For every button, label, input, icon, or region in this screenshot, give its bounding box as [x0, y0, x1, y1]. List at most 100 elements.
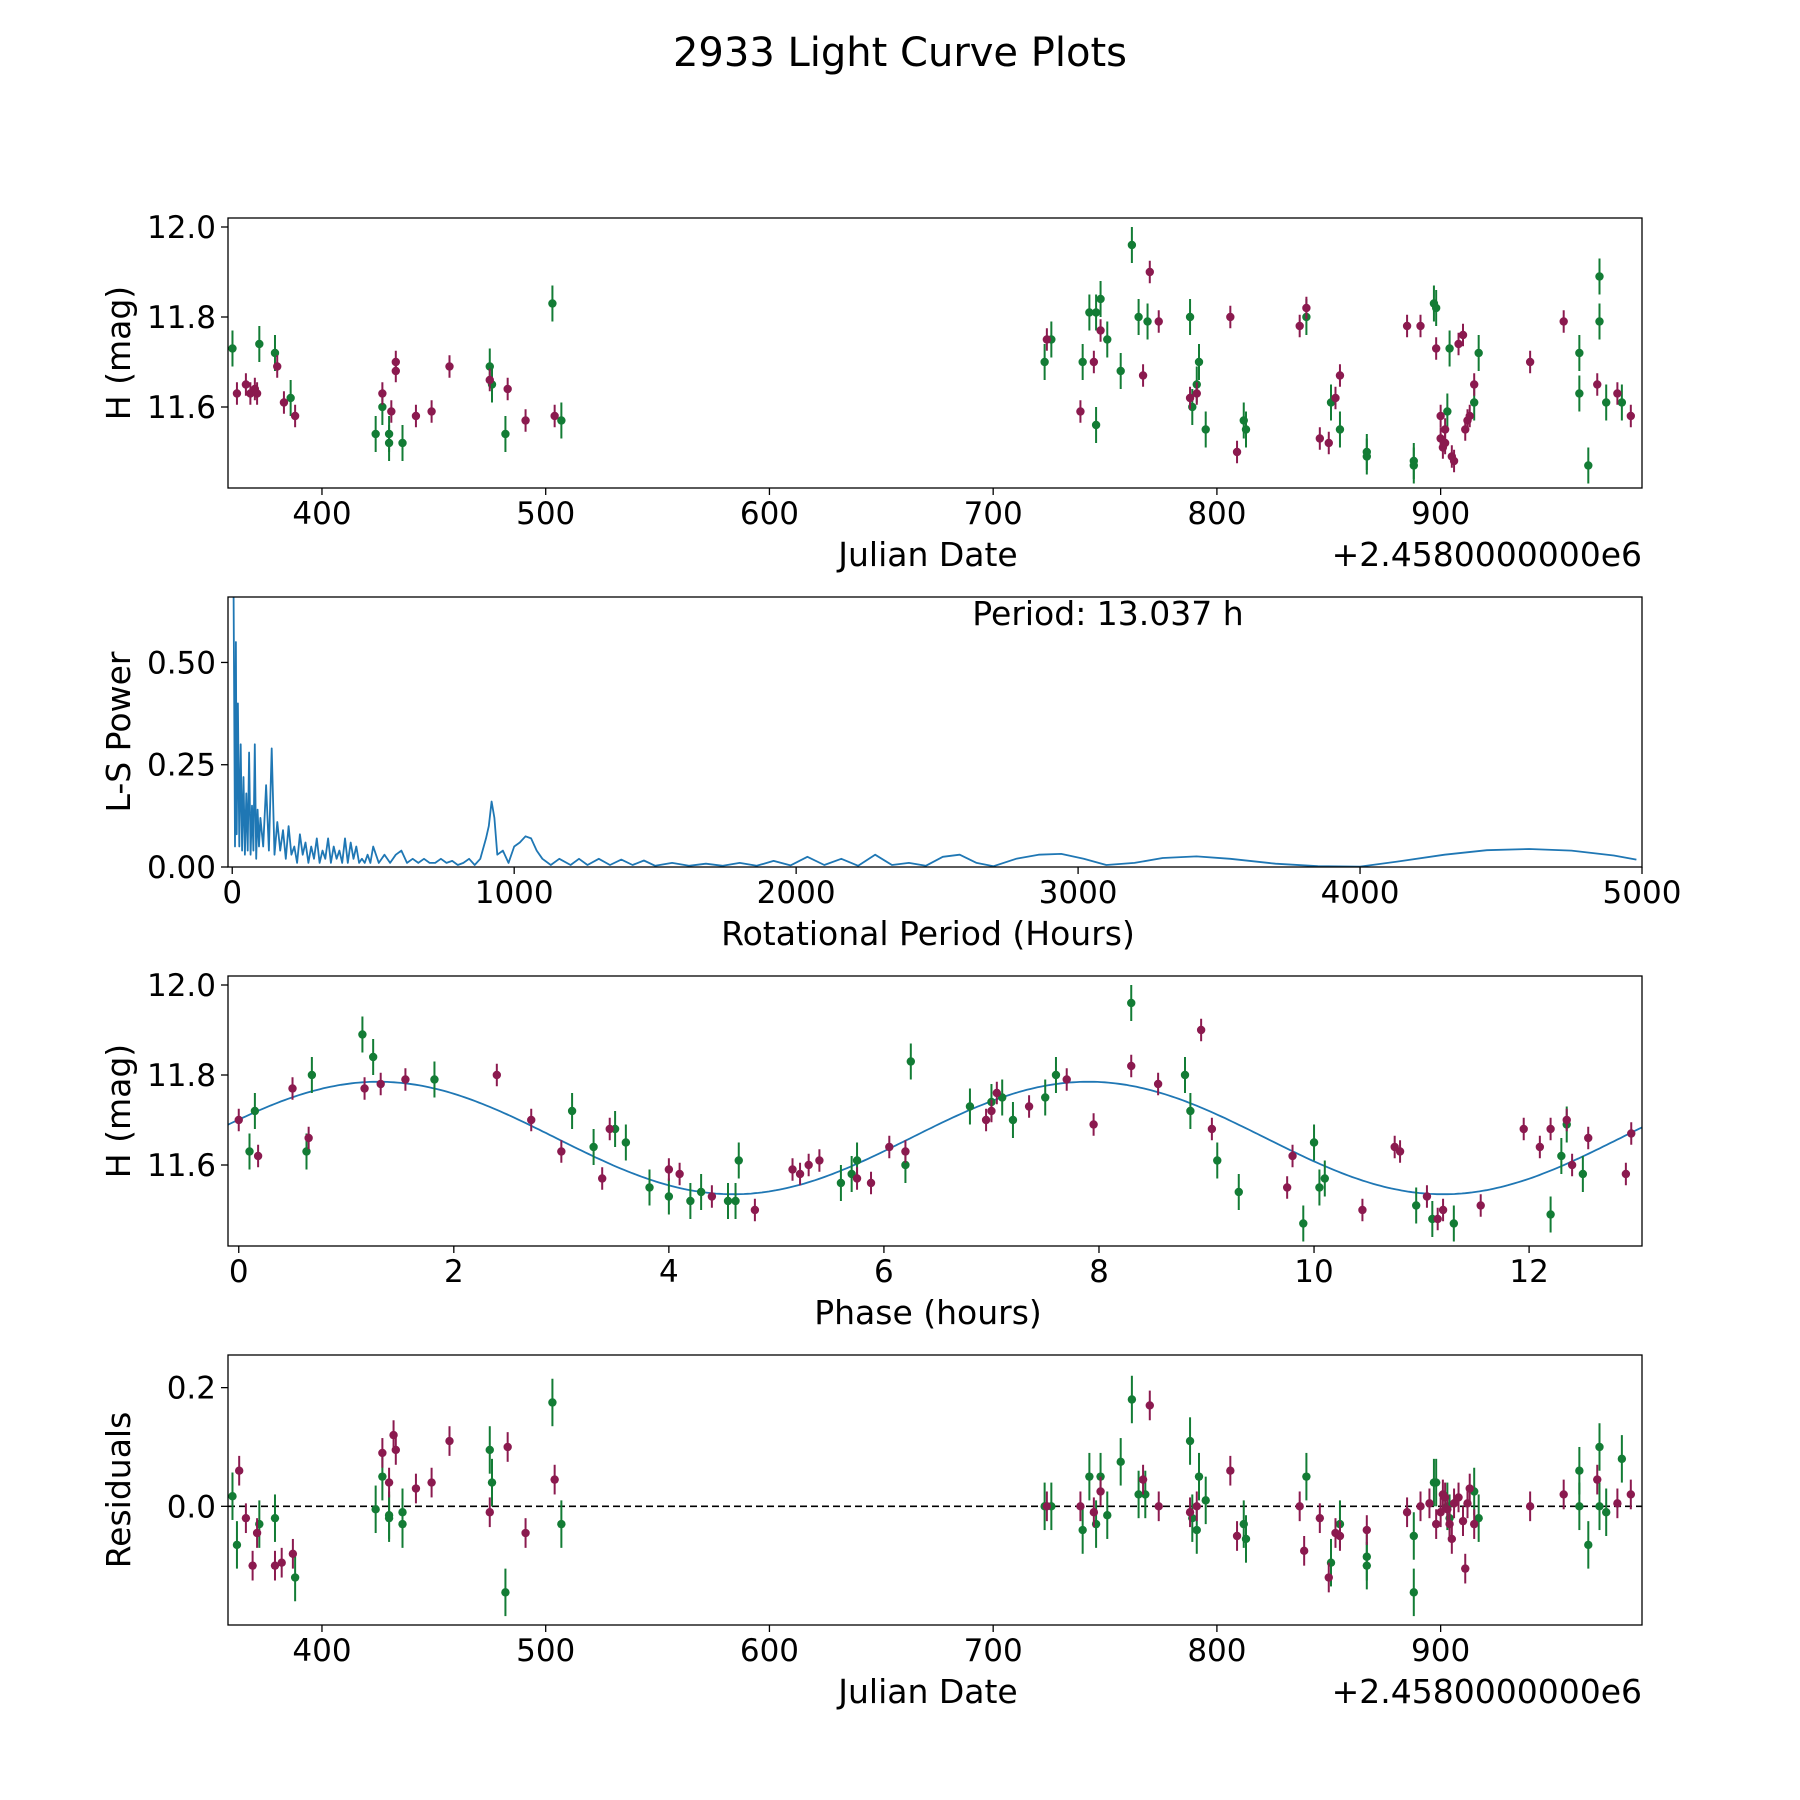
- maroon-data-point: [288, 1549, 298, 1558]
- lightcurve-axes-frame: [227, 217, 1643, 489]
- maroon-data-point: [1454, 339, 1463, 349]
- maroon-data-point: [1282, 1183, 1292, 1192]
- maroon-data-point: [1433, 1214, 1442, 1224]
- green-data-point: [1602, 1508, 1611, 1517]
- maroon-data-point: [270, 1561, 280, 1570]
- maroon-data-point: [273, 362, 282, 371]
- x-tick-label: 700: [964, 496, 1023, 532]
- green-data-point: [1595, 1442, 1604, 1452]
- green-data-point: [589, 1142, 598, 1152]
- maroon-data-point: [1416, 1502, 1425, 1511]
- green-data-point: [645, 1183, 654, 1192]
- maroon-data-point: [1096, 326, 1105, 335]
- maroon-data-point: [427, 407, 436, 416]
- maroon-data-point: [378, 389, 387, 398]
- maroon-data-point: [411, 1484, 421, 1493]
- maroon-data-point: [1024, 1102, 1034, 1111]
- green-data-point: [1091, 308, 1101, 317]
- maroon-data-point: [290, 411, 300, 421]
- y-axis-label: Residuals: [99, 1412, 138, 1569]
- green-data-point: [1575, 389, 1584, 398]
- green-data-point: [1309, 1138, 1319, 1147]
- x-offset-text: +2.4580000000e6: [1332, 1672, 1642, 1711]
- green-data-point: [1445, 344, 1454, 353]
- green-data-point: [1575, 1466, 1584, 1475]
- green-data-point: [1409, 1531, 1418, 1541]
- maroon-data-point: [1226, 1466, 1235, 1475]
- green-data-point: [368, 1052, 378, 1062]
- maroon-data-point: [1153, 1079, 1163, 1089]
- maroon-data-point: [1416, 321, 1425, 331]
- maroon-data-point: [304, 1133, 313, 1143]
- y-axis-label: H (mag): [99, 1044, 138, 1178]
- maroon-data-point: [707, 1192, 717, 1201]
- y-axis-label: H (mag): [99, 286, 138, 420]
- maroon-data-point: [1559, 1490, 1568, 1499]
- green-data-point: [487, 1478, 497, 1487]
- maroon-data-point: [1096, 1487, 1105, 1496]
- green-data-point: [1595, 317, 1604, 326]
- green-data-point: [1213, 1156, 1222, 1165]
- y-tick-label: 12.0: [147, 210, 216, 246]
- y-tick-label: 0.2: [167, 1371, 216, 1407]
- maroon-data-point: [597, 1174, 607, 1183]
- maroon-data-point: [901, 1147, 910, 1156]
- maroon-data-point: [503, 1442, 512, 1452]
- green-data-point: [270, 348, 280, 358]
- maroon-data-point: [1145, 267, 1154, 277]
- maroon-data-point: [1196, 1025, 1206, 1035]
- maroon-data-point: [1395, 1147, 1405, 1156]
- green-data-point: [1241, 425, 1251, 434]
- x-tick-label: 500: [516, 496, 575, 532]
- green-data-point: [1201, 425, 1210, 434]
- maroon-data-point: [384, 1478, 394, 1487]
- maroon-data-point: [277, 1558, 286, 1567]
- phased-axes-frame: [227, 975, 1643, 1247]
- green-data-point: [501, 429, 510, 439]
- green-data-point: [1575, 1502, 1584, 1511]
- maroon-data-point: [1621, 1169, 1631, 1179]
- residuals-plot-area: [228, 1375, 1642, 1617]
- residuals-axes-frame: [227, 1354, 1643, 1626]
- x-tick-label: 0: [222, 875, 242, 911]
- green-data-point: [1431, 303, 1441, 313]
- maroon-data-point: [1185, 393, 1195, 403]
- x-axis-label: Julian Date: [836, 535, 1018, 574]
- maroon-data-point: [1185, 1508, 1195, 1517]
- green-data-point: [1103, 1511, 1112, 1520]
- green-data-point: [1091, 420, 1101, 430]
- x-tick-label: 3000: [1039, 875, 1118, 911]
- maroon-data-point: [1593, 380, 1602, 389]
- green-series: [228, 227, 1627, 484]
- maroon-data-point: [387, 407, 396, 416]
- x-tick-label: 700: [964, 1633, 1023, 1669]
- green-data-point: [1194, 357, 1204, 367]
- x-tick-label: 12: [1509, 1254, 1548, 1290]
- maroon-data-point: [815, 1156, 824, 1165]
- maroon-data-point: [1358, 1205, 1367, 1215]
- green-data-point: [270, 1513, 280, 1523]
- maroon-data-point: [1331, 393, 1340, 403]
- green-data-point: [1116, 1457, 1125, 1467]
- green-data-point: [621, 1138, 631, 1147]
- green-data-point: [1127, 998, 1136, 1008]
- maroon-data-point: [664, 1165, 674, 1174]
- green-data-point: [734, 1156, 743, 1165]
- y-tick-label: 11.6: [147, 1148, 216, 1184]
- green-data-point: [232, 1540, 242, 1550]
- periodogram-panel: 0 1000 2000 3000 4000 5000 0.00 0.25 0.50 Rotatio…: [99, 594, 1681, 953]
- green-data-point: [852, 1156, 862, 1165]
- maroon-data-point: [252, 1528, 262, 1538]
- residuals-panel: 400 500 600 700 800 900 0.0 0.2 Julian Date Resid…: [99, 1354, 1643, 1711]
- green-data-point: [1443, 407, 1452, 416]
- green-data-point: [398, 1519, 407, 1529]
- green-data-point: [307, 1070, 317, 1080]
- maroon-series: [234, 1018, 1636, 1231]
- maroon-data-point: [279, 398, 289, 407]
- maroon-data-point: [1440, 425, 1450, 434]
- green-data-point: [1201, 1496, 1210, 1505]
- x-tick-label: 1000: [475, 875, 554, 911]
- green-data-point: [1602, 398, 1611, 407]
- maroon-data-point: [485, 375, 494, 385]
- green-data-point: [1186, 1106, 1195, 1116]
